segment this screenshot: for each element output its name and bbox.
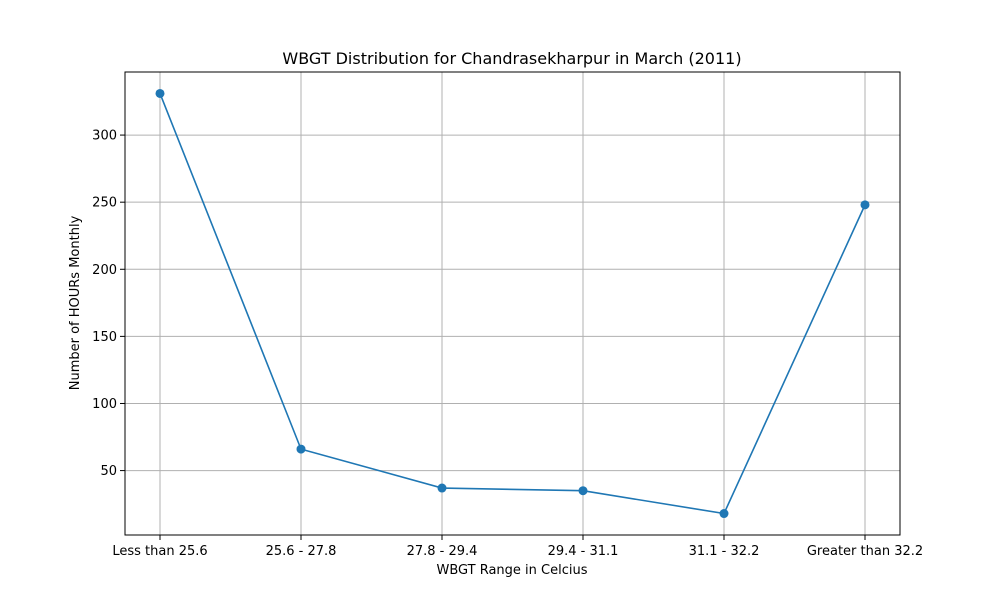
y-tick-label: 100 <box>92 397 117 412</box>
x-tick-label: 25.6 - 27.8 <box>266 544 337 559</box>
y-tick-label: 50 <box>100 464 117 479</box>
x-axis-label: WBGT Range in Celcius <box>436 563 587 578</box>
x-tick-label: 29.4 - 31.1 <box>548 544 619 559</box>
x-tick-label: Greater than 32.2 <box>807 544 923 559</box>
series-line <box>159 93 866 515</box>
data-point <box>437 483 447 493</box>
y-axis-label: Number of HOURs Monthly <box>68 215 83 390</box>
data-point <box>296 444 306 454</box>
series-group <box>155 88 870 519</box>
data-point <box>719 509 729 519</box>
y-tick-label: 250 <box>92 196 117 211</box>
grid <box>125 72 900 535</box>
x-tick-label: 27.8 - 29.4 <box>407 544 478 559</box>
data-point <box>860 200 870 210</box>
data-point <box>155 88 165 98</box>
plot-frame <box>124 71 901 536</box>
chart-title: WBGT Distribution for Chandrasekharpur i… <box>282 49 741 68</box>
x-tick-label: 31.1 - 32.2 <box>689 544 760 559</box>
y-tick-label: 150 <box>92 330 117 345</box>
y-tick-label: 200 <box>92 263 117 278</box>
ticks: Less than 25.6 25.6 - 27.8 27.8 - 29.4 29.4… <box>92 129 923 559</box>
data-point <box>578 486 588 496</box>
y-tick-label: 300 <box>92 129 117 144</box>
x-tick-label: Less than 25.6 <box>112 544 207 559</box>
